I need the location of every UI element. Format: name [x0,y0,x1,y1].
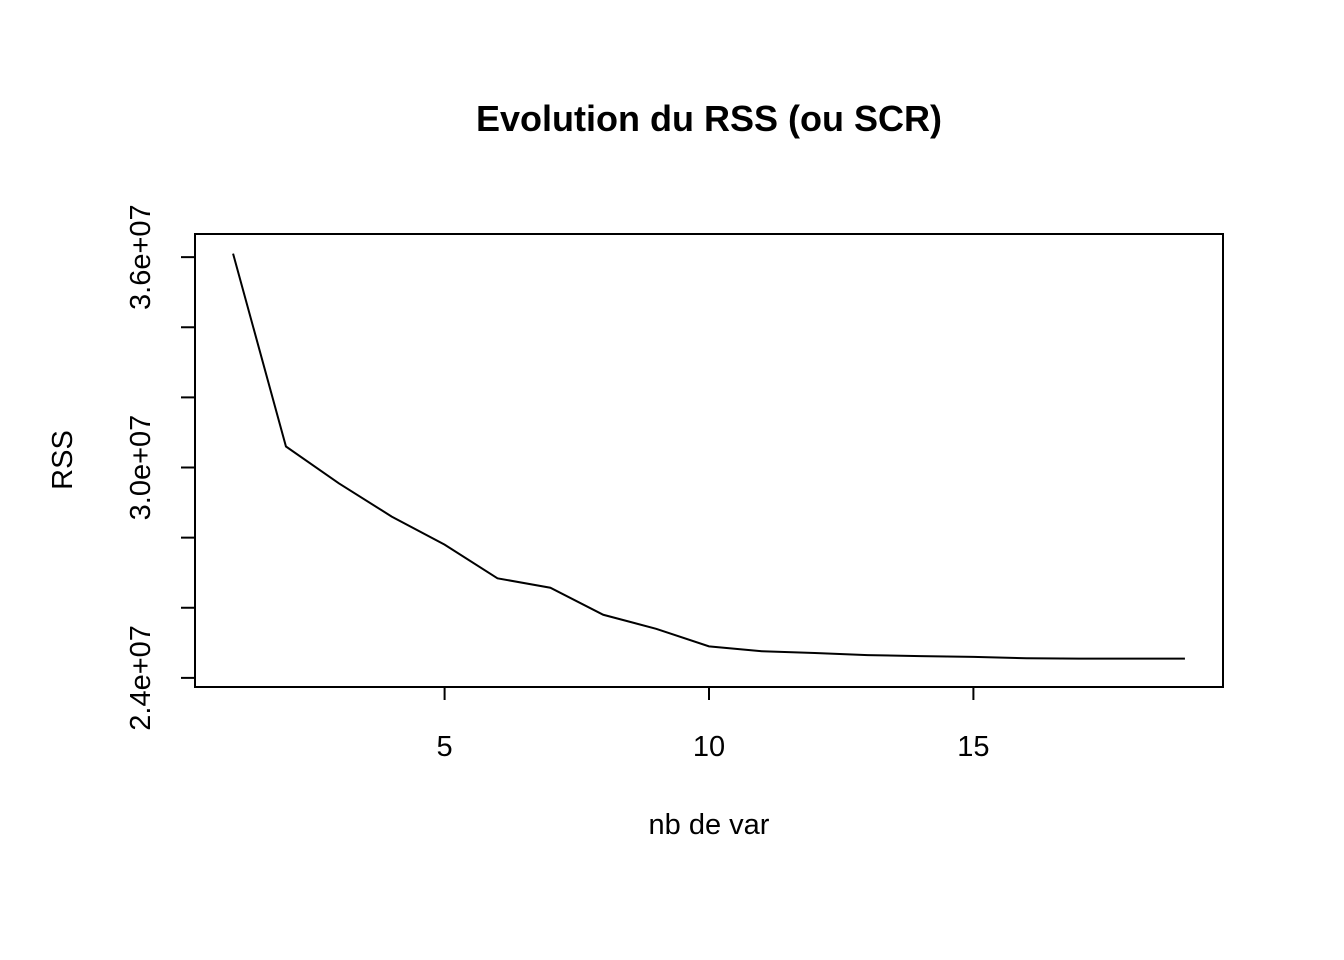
y-tick-label: 3.6e+07 [125,204,157,310]
x-tick-label: 15 [957,731,989,763]
x-axis: 5 10 15 [437,686,990,763]
plot-frame [194,233,1224,688]
x-tick-label: 5 [437,731,453,763]
y-axis: 2.4e+07 3.0e+07 3.6e+07 [125,204,196,731]
y-tick-label: 2.4e+07 [125,625,157,731]
chart-title: Evolution du RSS (ou SCR) [476,98,942,139]
y-tick-label: 3.0e+07 [125,415,157,521]
rss-series-line [232,253,1185,660]
y-axis-label: RSS [47,430,79,490]
x-axis-label: nb de var [649,809,770,841]
x-tick-label: 10 [693,731,725,763]
data-series [232,253,1185,660]
